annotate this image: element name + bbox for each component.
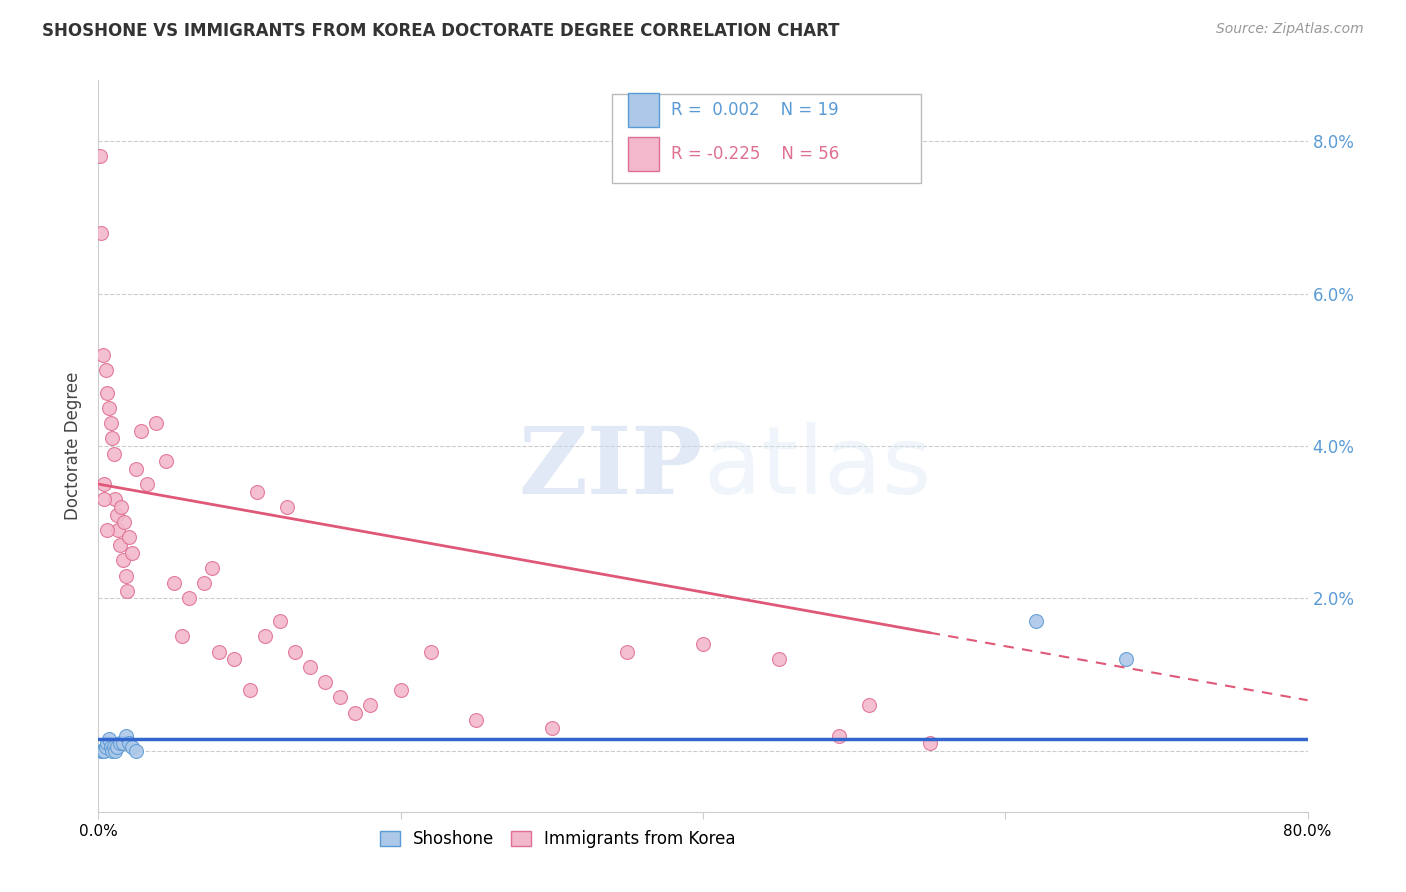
- Point: [108, 538, 131, 552]
- Text: ZIP: ZIP: [519, 423, 703, 513]
- Point: [115, 583, 138, 598]
- Point: [94, 739, 117, 754]
- Point: [465, 714, 488, 728]
- Point: [276, 500, 298, 514]
- Point: [118, 736, 141, 750]
- Point: [145, 416, 167, 430]
- Point: [114, 729, 136, 743]
- Point: [692, 637, 714, 651]
- Point: [93, 744, 115, 758]
- Point: [828, 729, 851, 743]
- Y-axis label: Doctorate Degree: Doctorate Degree: [65, 372, 83, 520]
- Point: [107, 523, 129, 537]
- Point: [170, 630, 193, 644]
- Text: R =  0.002    N = 19: R = 0.002 N = 19: [671, 101, 838, 119]
- Point: [112, 515, 135, 529]
- Point: [125, 744, 148, 758]
- Point: [1024, 614, 1046, 628]
- Point: [101, 431, 124, 445]
- Text: R = -0.225    N = 56: R = -0.225 N = 56: [671, 145, 839, 163]
- Point: [103, 739, 125, 754]
- Point: [360, 698, 382, 712]
- Point: [94, 363, 117, 377]
- Point: [616, 645, 638, 659]
- Point: [420, 645, 443, 659]
- Point: [125, 462, 148, 476]
- Point: [299, 660, 322, 674]
- Point: [104, 492, 127, 507]
- Point: [100, 416, 122, 430]
- Point: [98, 732, 121, 747]
- Point: [98, 401, 121, 415]
- Point: [111, 553, 134, 567]
- Point: [269, 614, 291, 628]
- Point: [93, 492, 115, 507]
- Point: [155, 454, 177, 468]
- Point: [91, 348, 114, 362]
- Point: [90, 744, 112, 758]
- Point: [253, 630, 276, 644]
- Point: [108, 736, 131, 750]
- Point: [111, 736, 134, 750]
- Point: [121, 546, 143, 560]
- Point: [224, 652, 246, 666]
- Text: Source: ZipAtlas.com: Source: ZipAtlas.com: [1216, 22, 1364, 37]
- Point: [208, 645, 231, 659]
- Point: [918, 736, 941, 750]
- Point: [239, 682, 262, 697]
- Point: [89, 149, 111, 163]
- Point: [121, 739, 143, 754]
- Point: [91, 744, 114, 758]
- Point: [100, 739, 122, 754]
- Point: [103, 447, 125, 461]
- Point: [768, 652, 790, 666]
- Point: [246, 484, 269, 499]
- Point: [105, 739, 128, 754]
- Point: [540, 721, 562, 735]
- Point: [389, 682, 412, 697]
- Point: [163, 576, 186, 591]
- Point: [179, 591, 201, 606]
- Point: [344, 706, 367, 720]
- Point: [329, 690, 352, 705]
- Point: [114, 568, 136, 582]
- Point: [193, 576, 215, 591]
- Point: [93, 477, 115, 491]
- Legend: Shoshone, Immigrants from Korea: Shoshone, Immigrants from Korea: [373, 823, 742, 855]
- Point: [129, 424, 152, 438]
- Point: [314, 675, 336, 690]
- Point: [118, 530, 141, 544]
- Point: [96, 736, 118, 750]
- Text: atlas: atlas: [703, 422, 931, 514]
- Point: [96, 385, 118, 400]
- Text: SHOSHONE VS IMMIGRANTS FROM KOREA DOCTORATE DEGREE CORRELATION CHART: SHOSHONE VS IMMIGRANTS FROM KOREA DOCTOR…: [42, 22, 839, 40]
- Point: [201, 561, 224, 575]
- Point: [104, 744, 127, 758]
- Point: [105, 508, 128, 522]
- Point: [96, 523, 118, 537]
- Point: [110, 500, 132, 514]
- Point: [135, 477, 157, 491]
- Point: [1115, 652, 1137, 666]
- Point: [284, 645, 307, 659]
- Point: [90, 226, 112, 240]
- Point: [101, 744, 124, 758]
- Point: [858, 698, 880, 712]
